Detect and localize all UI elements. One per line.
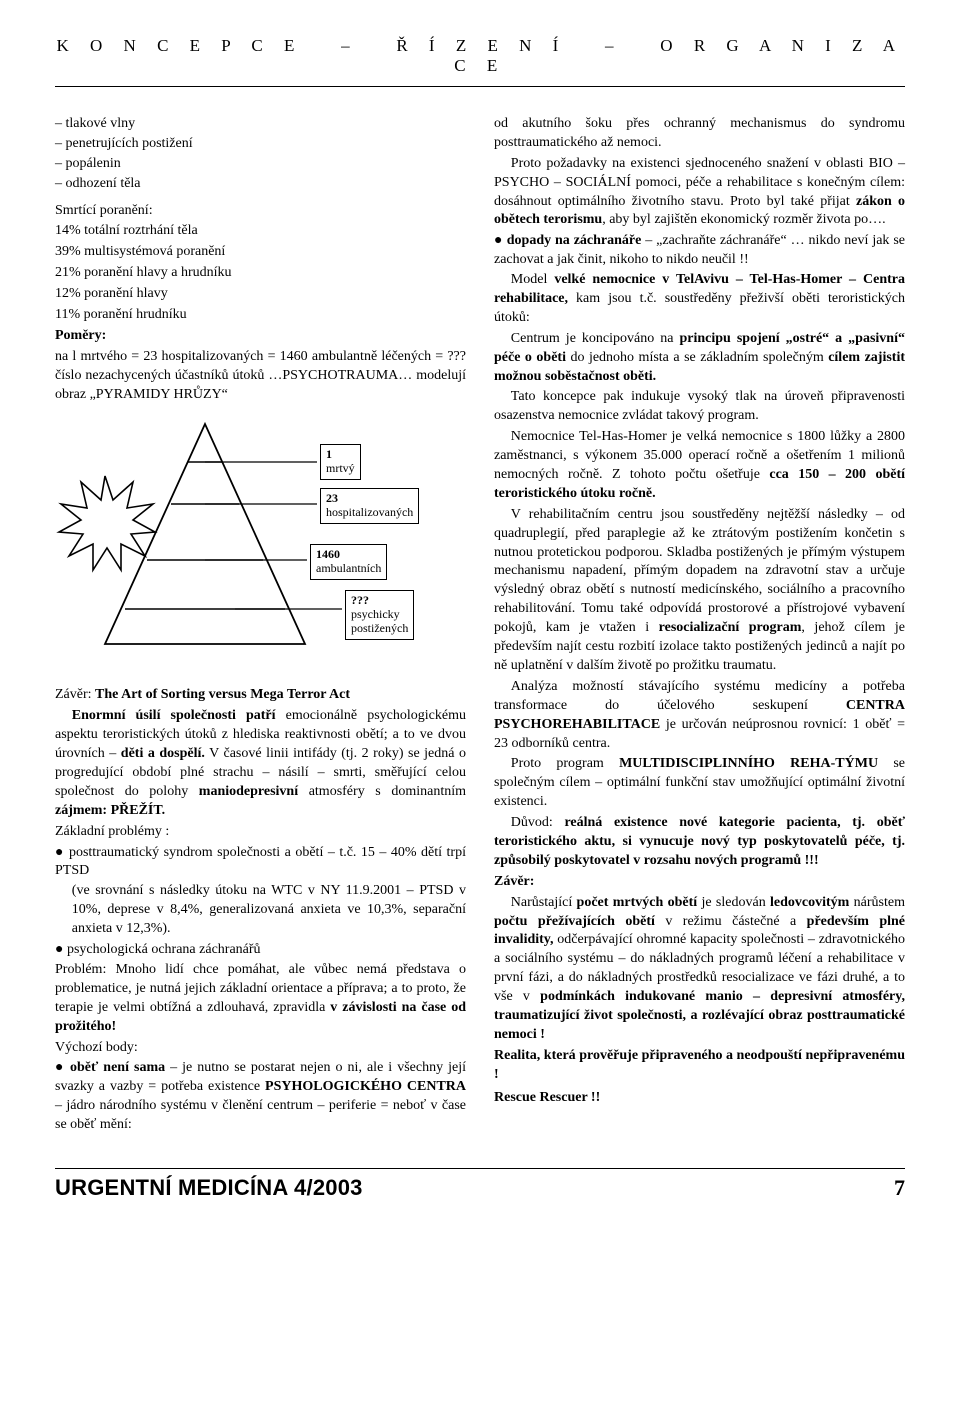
label-text: mrtvý [326,461,355,475]
smrtici-item: 12% poranění hlavy [55,285,466,304]
header-text: K O N C E P C E – Ř Í Z E N Í – O R G A … [56,36,903,75]
footer-pagenum: 7 [894,1175,905,1201]
diagram-label-3: 1460 ambulantních [310,544,387,580]
diagram-label-2: 23 hospitalizovaných [320,488,419,524]
zaver-heading: Závěr: [494,873,905,892]
paragraph: Model velké nemocnice v TelAvivu – Tel-H… [494,271,905,328]
problem-para: Problém: Mnoho lidí chce pomáhat, ale vů… [55,961,466,1037]
smrtici-item: 39% multisystémová poranění [55,243,466,262]
footer-left: URGENTNÍ MEDICÍNA 4/2003 [55,1175,363,1201]
diagram-label-4: ??? psychicky postižených [345,590,414,639]
dash-item: penetrujících postižení [55,135,466,154]
smrtici-item: 11% poranění hrudníku [55,306,466,325]
bullet-item: oběť není sama – je nutno se postarat ne… [55,1059,466,1135]
pomery-heading: Poměry: [55,327,466,346]
dash-item: tlakové vlny [55,115,466,134]
problemy-heading: Základní problémy : [55,823,466,842]
label-text: ambulantních [316,561,381,575]
left-column: tlakové vlny penetrujících postižení pop… [55,115,466,1136]
dopady-list: dopady na záchranáře – „zachraňte záchra… [494,232,905,270]
label-num: 1460 [316,547,340,561]
realita-line: Realita, která prověřuje připraveného a … [494,1047,905,1085]
page-footer: URGENTNÍ MEDICÍNA 4/2003 7 [55,1168,905,1201]
label-num: ??? [351,593,369,607]
bullet-item: posttraumatický syndrom společnosti a ob… [55,844,466,882]
problems-list2: psychologická ochrana záchranářů [55,941,466,960]
paragraph: od akutního šoku přes ochranný mechanism… [494,115,905,153]
label-text: postižených [351,621,408,635]
paragraph: Proto požadavky na existenci sjednocenéh… [494,155,905,231]
vychozi-list: oběť není sama – je nutno se postarat ne… [55,1059,466,1135]
paragraph: Tato koncepce pak indukuje vysoký tlak n… [494,388,905,426]
problems-list: posttraumatický syndrom společnosti a ob… [55,844,466,882]
vychozi-heading: Výchozí body: [55,1039,466,1058]
paragraph: Analýza možností stávajícího systému med… [494,678,905,754]
smrtici-item: 21% poranění hlavy a hrudníku [55,264,466,283]
pyramid-diagram: 1 mrtvý 23 hospitalizovaných 1460 ambula… [55,414,466,674]
paragraph: Narůstající počet mrtvých obětí je sledo… [494,894,905,1045]
dash-item: popálenin [55,155,466,174]
initial-dash-list: tlakové vlny penetrujících postižení pop… [55,115,466,194]
label-num: 23 [326,491,338,505]
zaver-bold: The Art of Sorting versus Mega Terror Ac… [95,687,350,702]
paragraph: Centrum je koncipováno na principu spoje… [494,330,905,387]
section-header: K O N C E P C E – Ř Í Z E N Í – O R G A … [55,36,905,87]
pomery-text: na l mrtvého = 23 hospitalizovaných = 14… [55,348,466,405]
paragraph: Důvod: reálná existence nové kategorie p… [494,814,905,871]
starburst-icon [59,476,155,570]
label-num: 1 [326,447,332,461]
smrtici-item: 14% totální roztrhání těla [55,222,466,241]
right-column: od akutního šoku přes ochranný mechanism… [494,115,905,1136]
paragraph: Nemocnice Tel-Has-Homer je velká nemocni… [494,428,905,504]
bullet-item: psychologická ochrana záchranářů [55,941,466,960]
dash-item: odhození těla [55,175,466,194]
diagram-label-1: 1 mrtvý [320,444,361,480]
label-text: hospitalizovaných [326,505,413,519]
label-text: psychicky [351,607,400,621]
problems-sub: (ve srovnání s následky útoku na WTC v N… [55,882,466,939]
smrtici-heading: Smrtící poranění: [55,202,466,221]
two-column-body: tlakové vlny penetrujících postižení pop… [55,115,905,1136]
paragraph: Proto program MULTIDISCIPLINNÍHO REHA-TÝ… [494,755,905,812]
zaver-line: Závěr: The Art of Sorting versus Mega Te… [55,686,466,705]
rescue-line: Rescue Rescuer !! [494,1089,905,1108]
paragraph: V rehabilitačním centru jsou soustředěny… [494,506,905,676]
bullet-item: dopady na záchranáře – „zachraňte záchra… [494,232,905,270]
paragraph: Enormní úsilí společnosti patří emocioná… [55,707,466,820]
